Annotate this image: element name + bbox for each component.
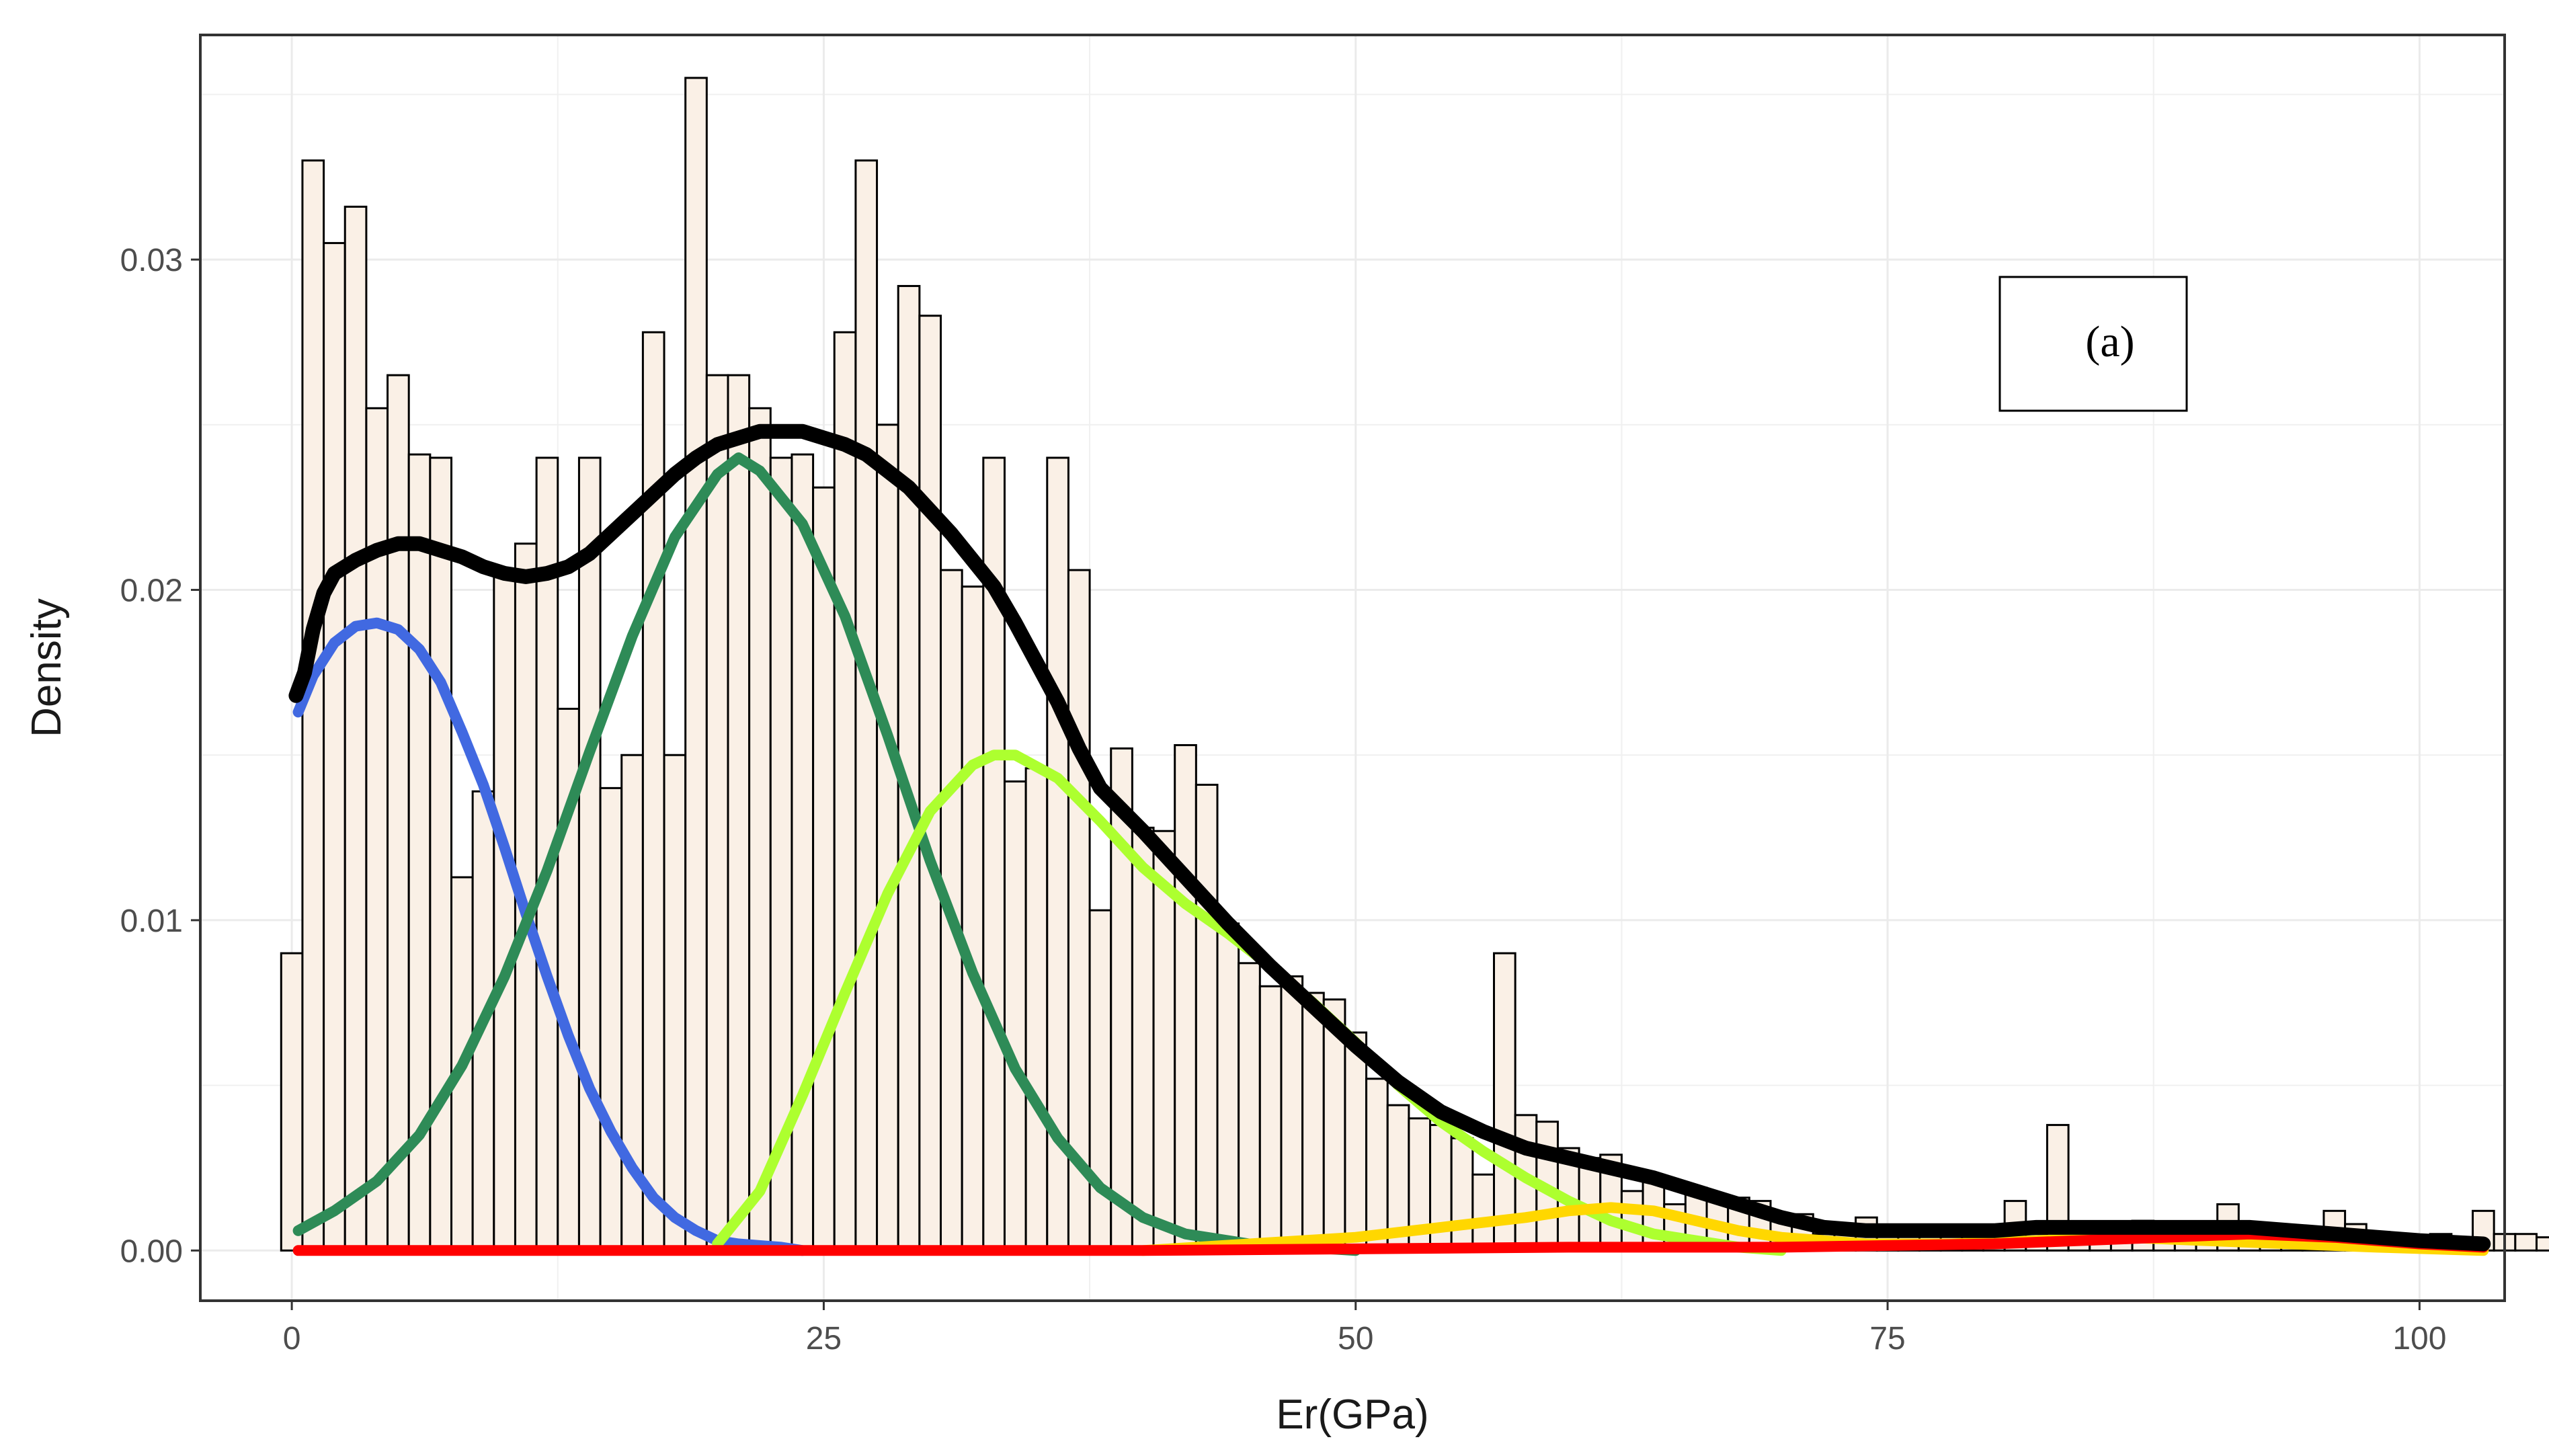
histogram-bar [2535,1236,2549,1252]
histogram-bar [705,374,729,1252]
x-tick-label: 100 [2392,1321,2446,1357]
histogram-bar [577,456,602,1252]
histogram-bar [791,453,815,1252]
density-line-overall-density [288,423,2491,1252]
histogram-bar [1365,1078,1389,1252]
histogram-bar [748,407,772,1252]
y-tick-label: 0.02 [120,573,183,609]
histogram-bar [1174,743,1197,1252]
density-line-component-1 [292,617,808,1256]
histogram-bar [387,374,410,1252]
histogram-bar [1131,826,1155,1252]
density-line-component-2 [292,452,1361,1256]
histogram-bar [1344,1031,1368,1252]
y-axis-ticks: 0.00 0.01 0.02 0.03 [120,243,200,1269]
histogram-bar [918,315,942,1252]
histogram-bar [429,456,453,1252]
y-tick-label: 0.00 [120,1233,183,1269]
histogram-bar [1301,992,1325,1252]
histogram-bar [1471,1173,1495,1252]
x-axis-title: Er(GPa) [1276,1391,1428,1438]
histogram-bar [1450,1137,1474,1252]
x-tick-label: 25 [806,1321,842,1357]
annotation-frame [1998,276,2188,412]
histogram-bar [1492,952,1516,1252]
histogram-bar [599,786,623,1252]
histogram-bar [343,206,368,1252]
histogram-bar [1258,985,1283,1252]
histogram-bar [1024,767,1049,1252]
histogram-bar [684,77,708,1252]
histogram-bar [961,585,985,1252]
histogram-bar [1238,962,1261,1252]
histogram-bar [1003,780,1027,1252]
panel-border [199,34,2506,1302]
histogram-bar [663,754,687,1252]
y-tick-label: 0.01 [120,903,183,939]
x-tick-label: 0 [283,1321,301,1357]
histogram-bar [727,374,751,1252]
x-tick-label: 75 [1869,1321,1905,1357]
histogram-bar [876,423,899,1252]
histogram-bar [812,486,836,1252]
histogram-bar [641,331,665,1252]
density-curves [288,423,2491,1256]
histogram-bar [1280,975,1304,1252]
annotation-box: (a) [1998,276,2188,412]
y-tick-label: 0.03 [120,243,183,278]
histogram-bar [493,569,516,1252]
annotation-label: (a) [2085,317,2134,366]
histogram-bar [1195,783,1219,1252]
histogram-bar [1216,922,1240,1252]
histogram-bar [833,331,857,1252]
histogram-bar [323,242,346,1252]
histogram-bar [280,952,304,1252]
x-tick-label: 50 [1338,1321,1373,1357]
x-axis-ticks: 0 25 50 75 100 [283,1301,2446,1357]
y-axis-title: Density [24,598,70,737]
histogram-bar [1152,830,1176,1252]
histogram-bar [365,407,389,1252]
histogram-bar [2514,1233,2538,1252]
